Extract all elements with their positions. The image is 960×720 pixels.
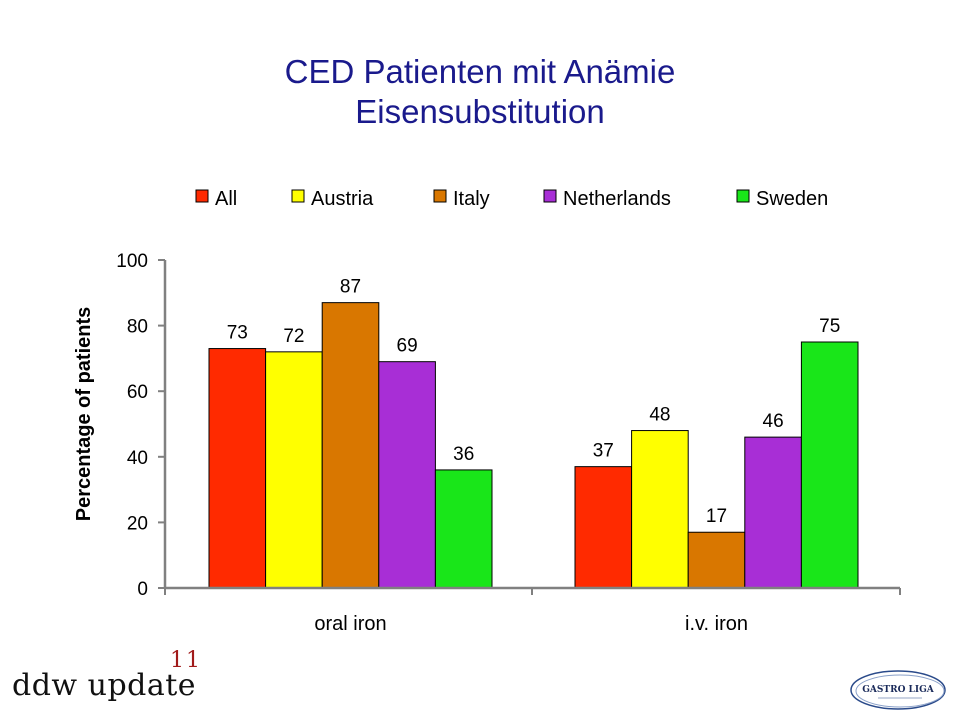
chart-title: CED Patienten mit Anämie Eisensubstituti… [0,52,960,132]
title-line-1: CED Patienten mit Anämie [284,53,676,90]
y-tick-label: 0 [137,579,148,600]
bar-italy [687,531,746,589]
data-label: 37 [593,441,614,462]
legend-swatch-austria [291,189,305,203]
data-label: 75 [819,316,840,337]
bar-netherlands [378,361,436,589]
legend-label-italy: Italy [453,188,490,210]
bar-all [574,466,633,589]
x-tick-label: i.v. iron [685,613,748,635]
bar-sweden [434,469,493,589]
data-label: 48 [649,405,670,426]
y-tick-label: 80 [127,317,148,338]
legend-label-netherlands: Netherlands [563,188,671,210]
legend-swatch-italy [433,189,447,203]
y-tick-label: 20 [127,513,148,534]
x-tick-label: oral iron [314,613,386,635]
data-label: 73 [227,323,248,344]
footer-text: ddw update [12,668,197,703]
legend-swatch-netherlands [543,189,557,203]
gastro-liga-logo: GASTRO LIGA [848,668,948,712]
y-tick-label: 100 [116,251,148,272]
data-label: 46 [763,411,784,432]
footer-branding: 11 ddw update [8,648,208,708]
bar-all [208,348,267,589]
bar-netherlands [744,436,802,589]
y-tick-label: 40 [127,448,148,469]
footer-superscript: 11 [170,648,202,673]
legend-swatch-sweden [736,189,750,203]
data-label: 36 [453,444,474,465]
bar-sweden [800,341,859,589]
y-tick-label: 60 [127,382,148,403]
data-label: 17 [706,506,727,527]
y-axis-label: Percentage of patients [73,307,95,522]
legend-swatch-all [195,189,209,203]
data-label: 69 [397,336,418,357]
logo-lettering: GASTRO LIGA [862,685,935,695]
legend-label-sweden: Sweden [756,188,828,210]
legend-label-all: All [215,188,237,210]
data-label: 87 [340,277,361,298]
data-label: 72 [283,326,304,347]
bar-italy [321,302,380,589]
bar-austria [265,351,323,589]
bar-austria [631,430,689,589]
legend-label-austria: Austria [311,188,374,210]
title-line-2: Eisensubstitution [355,93,605,130]
